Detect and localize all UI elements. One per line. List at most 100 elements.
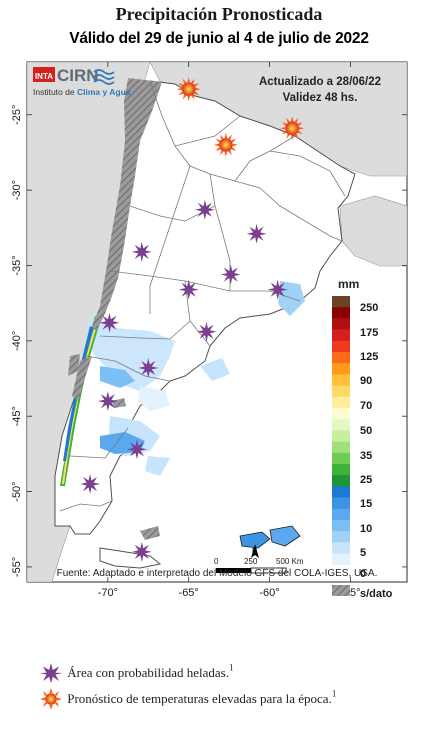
colorbar-swatch — [332, 531, 350, 543]
frost-star-icon — [39, 663, 63, 684]
frost-star-icon — [178, 279, 199, 300]
colorbar-label: 125 — [360, 351, 378, 363]
latitude-label: -45° — [11, 406, 23, 426]
frost-star-icon — [127, 439, 147, 460]
colorbar-swatch — [332, 464, 350, 476]
legend-frost: Área con probabilidad heladas.1 — [38, 662, 233, 684]
scale-label-0: 0 — [214, 557, 219, 566]
colorbar-swatch — [332, 520, 350, 532]
scale-bar: 0 250 500 Km N — [214, 544, 304, 574]
logo-institute-em: Clima y Agua — [77, 87, 131, 97]
frost-star-icon — [80, 474, 101, 494]
colorbar-label: 175 — [360, 327, 378, 339]
latitude-label: -50° — [11, 481, 23, 501]
colorbar-label: 35 — [360, 450, 372, 462]
frost-star-icon — [97, 391, 118, 412]
svg-text:Instituto de Clima y Agua: Instituto de Clima y Agua — [33, 87, 131, 97]
colorbar-unit: mm — [338, 277, 359, 291]
colorbar-swatch — [332, 318, 350, 330]
colorbar-swatch — [332, 296, 350, 308]
colorbar-label: 15 — [360, 498, 372, 510]
colorbar-swatch — [332, 363, 350, 375]
frost-markers — [80, 199, 288, 562]
updated-date: Actualizado a 28/06/22 — [259, 76, 381, 88]
colorbar-label: 90 — [360, 375, 372, 387]
sun-icon — [176, 77, 201, 102]
sun-icon — [280, 116, 305, 141]
colorbar-label: 50 — [360, 425, 372, 437]
colorbar-swatch — [332, 553, 350, 566]
graticule-ticks — [27, 62, 407, 582]
colorbar-label: 250 — [360, 302, 378, 314]
north-label: N — [252, 548, 257, 555]
colorbar-swatch — [332, 408, 350, 420]
source-note: Fuente: Adaptado e interpretado del Mode… — [57, 568, 378, 579]
legend-heat-label: Pronóstico de temperaturas elevadas para… — [67, 691, 332, 706]
scale-label-250: 250 — [244, 557, 258, 566]
colorbar-swatch — [332, 307, 350, 319]
sun-icon — [213, 132, 238, 157]
no-data-zones — [68, 78, 162, 540]
colorbar-swatch — [332, 452, 350, 465]
precipitation-map: -25° -30° -35° -40° -45° -50° -55° -70° -65° -60… — [11, 61, 408, 600]
frost-star-icon — [131, 541, 152, 562]
province-borders — [59, 80, 346, 512]
waves-icon — [93, 69, 115, 85]
sun-icon — [40, 688, 62, 710]
logo-cirn-text: CIRN — [57, 66, 99, 85]
colorbar-label: 0 — [360, 568, 366, 580]
frost-star-icon — [196, 321, 217, 342]
colorbar-swatch — [332, 441, 350, 454]
scale-label-500: 500 Km — [276, 557, 304, 566]
colorbar-label: 10 — [360, 523, 372, 535]
colorbar-swatch — [332, 497, 350, 510]
frost-star-icon — [267, 279, 288, 300]
latitude-label: -30° — [11, 180, 23, 200]
colorbar-swatch — [332, 475, 350, 487]
validity-text: Validez 48 hs. — [283, 92, 358, 104]
colorbar-swatch — [332, 340, 350, 353]
latitude-label: -25° — [11, 105, 23, 125]
logo-institute-text: Instituto de — [33, 87, 77, 97]
longitude-labels: -70° -65° -60° -55° — [98, 587, 361, 599]
latitude-labels: -25° -30° -35° -40° -45° -50° -55° — [11, 105, 23, 577]
colorbar-swatch — [332, 542, 350, 554]
malvinas — [239, 525, 301, 549]
latitude-label: -40° — [11, 331, 23, 351]
tierra-del-fuego — [99, 547, 162, 569]
frost-star-icon — [99, 312, 120, 333]
colorbar-swatch — [332, 396, 350, 409]
latitude-label: -35° — [11, 255, 23, 275]
colorbar-swatch — [332, 329, 350, 342]
latitude-label: -55° — [11, 557, 23, 577]
colorbar-label: 5 — [360, 547, 366, 559]
legend-heat-sup: 1 — [331, 688, 337, 699]
longitude-label: -60° — [259, 587, 279, 599]
colorbar-swatch — [332, 352, 350, 364]
colorbar-swatch — [332, 374, 350, 386]
no-data-swatch — [332, 585, 350, 596]
legend-heat: Pronóstico de temperaturas elevadas para… — [38, 688, 336, 710]
frost-star-icon — [194, 199, 215, 220]
heat-markers — [176, 77, 305, 157]
colorbar-swatch — [332, 430, 350, 442]
frost-star-icon — [138, 358, 159, 378]
frost-star-icon — [131, 241, 152, 262]
map-subtitle: Válido del 29 de junio al 4 de julio de … — [69, 30, 369, 47]
map-title: Precipitación Pronosticada — [115, 4, 323, 24]
frost-star-icon — [246, 223, 267, 244]
frost-star-icon — [220, 264, 241, 285]
longitude-label: -65° — [179, 587, 199, 599]
colorbar-label: 70 — [360, 400, 372, 412]
longitude-label: -70° — [98, 587, 118, 599]
neighbor-uruguay — [339, 195, 407, 267]
north-arrow-icon — [251, 544, 259, 558]
inta-cirn-logo: INTA CIRN Instituto de Clima y Agua — [33, 66, 131, 97]
colorbar-swatch — [332, 486, 350, 498]
colorbar-swatch — [332, 564, 350, 577]
colorbar-swatch — [332, 419, 350, 431]
colorbar-label: s/dato — [360, 588, 393, 600]
legend-frost-sup: 1 — [228, 662, 234, 673]
colorbar-swatch — [332, 508, 350, 521]
